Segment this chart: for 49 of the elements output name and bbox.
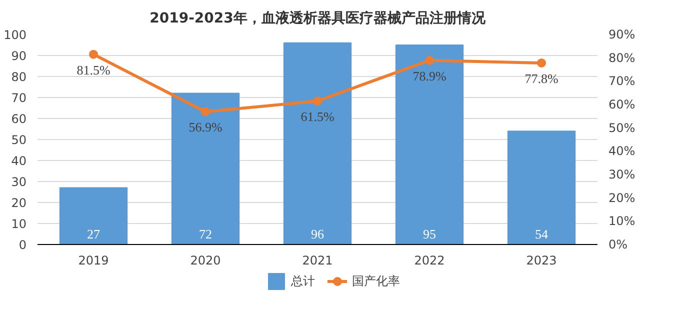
point — [425, 56, 434, 65]
x-tick-label: 2022 — [414, 254, 445, 268]
x-tick-label: 2019 — [78, 254, 109, 268]
x-tick-label: 2021 — [302, 254, 333, 268]
bar — [59, 187, 128, 244]
point — [89, 50, 98, 59]
y-tick-label: 0 — [18, 238, 27, 252]
point — [201, 107, 210, 116]
y2-tick-label: 10% — [608, 214, 636, 228]
legend-label: 国产化率 — [352, 272, 400, 290]
y2-tick-label: 0% — [608, 238, 628, 252]
y-tick-label: 90 — [11, 49, 27, 63]
y-tick-label: 100 — [4, 28, 26, 42]
bar — [283, 42, 352, 244]
legend-label: 总计 — [291, 272, 315, 290]
bar — [395, 44, 464, 244]
x-tick-label: 2020 — [190, 254, 221, 268]
y2-tick-label: 90% — [608, 28, 636, 42]
data-label: 56.9% — [188, 120, 222, 135]
chart-title: 2019-2023年，血液透析器具医疗器械产品注册情况 — [150, 10, 486, 26]
bar — [171, 92, 240, 244]
y2-tick-label: 30% — [608, 168, 636, 182]
data-label: 81.5% — [76, 62, 110, 78]
y-tick-label: 30 — [11, 175, 27, 189]
y-tick-label: 50 — [11, 133, 27, 147]
y-tick-label: 40 — [11, 154, 27, 168]
y2-tick-label: 50% — [608, 120, 636, 135]
y-tick-label: 60 — [11, 112, 27, 126]
y-tick-label: 80 — [11, 70, 27, 84]
data-label: 78.9% — [412, 68, 446, 84]
data-label: 96 — [311, 226, 324, 242]
y-tick-label: 70 — [11, 91, 27, 105]
data-label: 95 — [423, 226, 436, 242]
y-tick-label: 20 — [11, 196, 27, 210]
point — [313, 96, 322, 106]
y2-tick-label: 40% — [608, 144, 636, 158]
y2-tick-label: 60% — [608, 98, 636, 112]
y2-tick-label: 20% — [608, 190, 636, 205]
data-label: 77.8% — [524, 70, 558, 86]
data-label: 61.5% — [300, 109, 334, 124]
point — [537, 58, 546, 68]
data-label: 72 — [199, 226, 212, 242]
y2-tick-label: 70% — [608, 74, 636, 88]
y-tick-label: 10 — [11, 217, 27, 231]
data-label: 27 — [87, 226, 100, 242]
x-tick-label: 2023 — [526, 254, 557, 268]
data-label: 54 — [535, 226, 548, 242]
y2-tick-label: 80% — [608, 50, 636, 65]
bar — [507, 130, 576, 244]
